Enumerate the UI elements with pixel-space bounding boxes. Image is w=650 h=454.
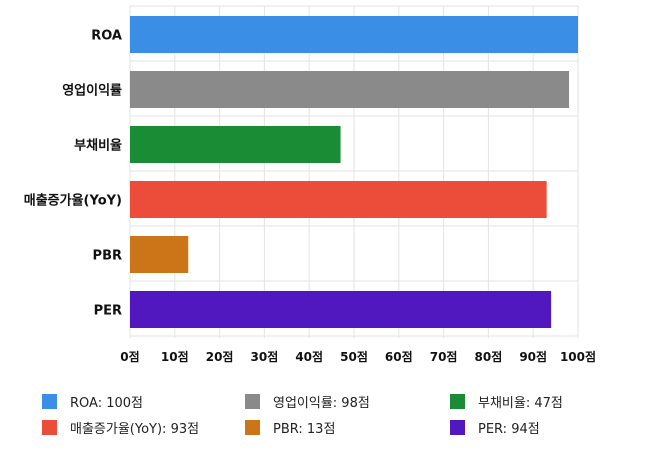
category-label: 부채비율: [74, 138, 122, 154]
bars: [130, 16, 578, 328]
x-tick-label: 100점: [560, 349, 596, 364]
category-label: PBR: [93, 249, 122, 264]
x-tick-label: 40점: [295, 349, 323, 364]
x-tick-label: 60점: [385, 349, 413, 364]
x-tick-label: 0점: [120, 349, 139, 364]
legend-label: 매출증가율(YoY): 93점: [70, 422, 199, 437]
legend-label: PBR: 13점: [273, 422, 335, 437]
legend-swatch: [42, 420, 57, 435]
x-tick-label: 20점: [206, 349, 234, 364]
x-tick-label: 10점: [161, 349, 189, 364]
x-tick-label: 80점: [475, 349, 503, 364]
legend-label: PER: 94점: [478, 422, 540, 437]
x-tick-label: 90점: [519, 349, 547, 364]
legend-swatch: [450, 394, 465, 409]
legend-swatch: [450, 420, 465, 435]
x-tick-label: 70점: [430, 349, 458, 364]
category-label: 매출증가율(YoY): [24, 193, 122, 209]
legend-label: 영업이익률: 98점: [273, 396, 370, 411]
x-tick-label: 50점: [340, 349, 368, 364]
grid: [129, 5, 579, 338]
category-label: 영업이익률: [62, 83, 122, 99]
legend-label: 부채비율: 47점: [478, 396, 563, 411]
bar: [130, 126, 341, 163]
legend-label: ROA: 100점: [70, 396, 143, 411]
bar: [130, 181, 547, 218]
legend: ROA: 100점 영업이익률: 98점 부채비율: 47점매출증가율(YoY): …: [42, 394, 563, 437]
bar: [130, 291, 552, 328]
x-axis-tick-labels: 0점 10점 20점 30점 40점 50점 60점 70점 80점 90점 100점: [120, 349, 596, 364]
legend-swatch: [245, 394, 260, 409]
bar: [130, 236, 189, 273]
x-tick-label: 30점: [251, 349, 279, 364]
category-label: ROA: [91, 29, 122, 44]
bar: [130, 71, 570, 108]
category-label: PER: [94, 304, 122, 319]
bar: [130, 16, 578, 53]
legend-swatch: [42, 394, 57, 409]
legend-swatch: [245, 420, 260, 435]
